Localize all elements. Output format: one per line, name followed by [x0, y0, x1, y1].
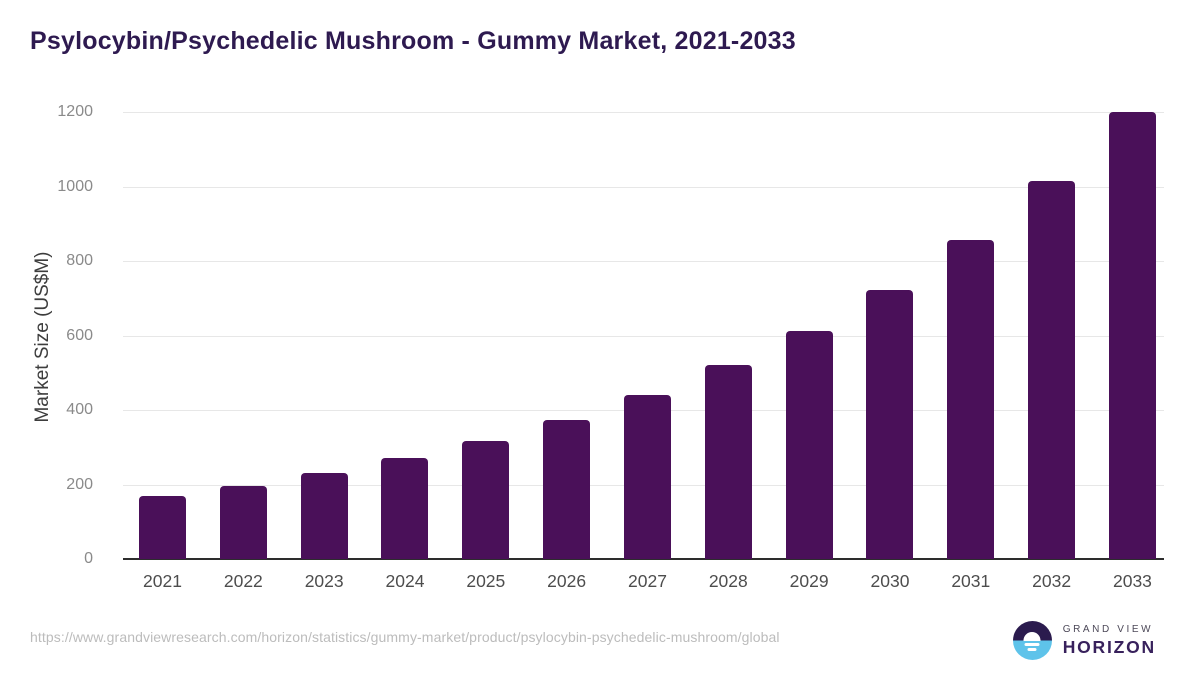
logo-dome-shape	[1023, 631, 1041, 641]
bar-2028	[704, 365, 752, 559]
gridline	[123, 112, 1164, 113]
bar-2027	[623, 394, 671, 559]
bar-2029	[785, 330, 833, 559]
brand-name-bottom: HORIZON	[1062, 636, 1156, 657]
brand-logo: GRAND VIEW HORIZON	[1012, 621, 1156, 660]
x-tick-label: 2026	[547, 571, 587, 591]
x-tick-label: 2027	[628, 571, 667, 591]
x-tick-label: 2024	[385, 571, 425, 591]
x-tick-label: 2028	[708, 571, 748, 591]
x-tick-label: 2033	[1112, 571, 1152, 591]
plot-area	[123, 112, 1164, 560]
x-tick-label: 2025	[466, 571, 506, 591]
y-tick-label: 1200	[57, 103, 93, 120]
bar-2033	[1108, 112, 1156, 559]
gridline	[123, 261, 1164, 262]
x-tick-label: 2029	[789, 571, 829, 591]
bar-2031	[947, 240, 995, 559]
bar-2022	[219, 486, 267, 559]
chart-title: Psylocybin/Psychedelic Mushroom - Gummy …	[30, 27, 796, 55]
brand-name-top: GRAND VIEW	[1062, 623, 1154, 635]
y-tick-label: 0	[84, 550, 93, 567]
bar-2032	[1028, 181, 1076, 559]
bar-2026	[543, 419, 591, 559]
logo-reflection-line	[1027, 648, 1037, 651]
logo-reflection-line	[1024, 642, 1040, 646]
sunset-horizon-circle-icon	[1012, 621, 1052, 660]
brand-text: GRAND VIEW HORIZON	[1063, 624, 1156, 658]
gridline	[123, 335, 1164, 337]
x-tick-label: 2030	[870, 571, 910, 591]
bar-2021	[139, 495, 186, 559]
y-tick-label: 600	[66, 326, 93, 344]
x-tick-label: 2022	[223, 571, 263, 591]
x-tick-label: 2032	[1032, 571, 1072, 591]
source-url: https://www.grandviewresearch.com/horizo…	[30, 629, 780, 645]
bar-2024	[381, 457, 429, 559]
x-axis-line	[123, 558, 1164, 560]
y-tick-label: 1000	[57, 177, 93, 195]
bar-2023	[300, 472, 348, 559]
gridline	[123, 186, 1164, 188]
y-tick-label: 800	[66, 252, 93, 269]
y-tick-label: 400	[66, 401, 93, 418]
y-tick-label: 200	[66, 475, 93, 493]
x-tick-label: 2023	[304, 571, 344, 591]
x-tick-label: 2021	[143, 571, 182, 591]
bar-2030	[866, 289, 914, 559]
x-tick-label: 2031	[951, 571, 991, 591]
bar-2025	[462, 440, 510, 559]
